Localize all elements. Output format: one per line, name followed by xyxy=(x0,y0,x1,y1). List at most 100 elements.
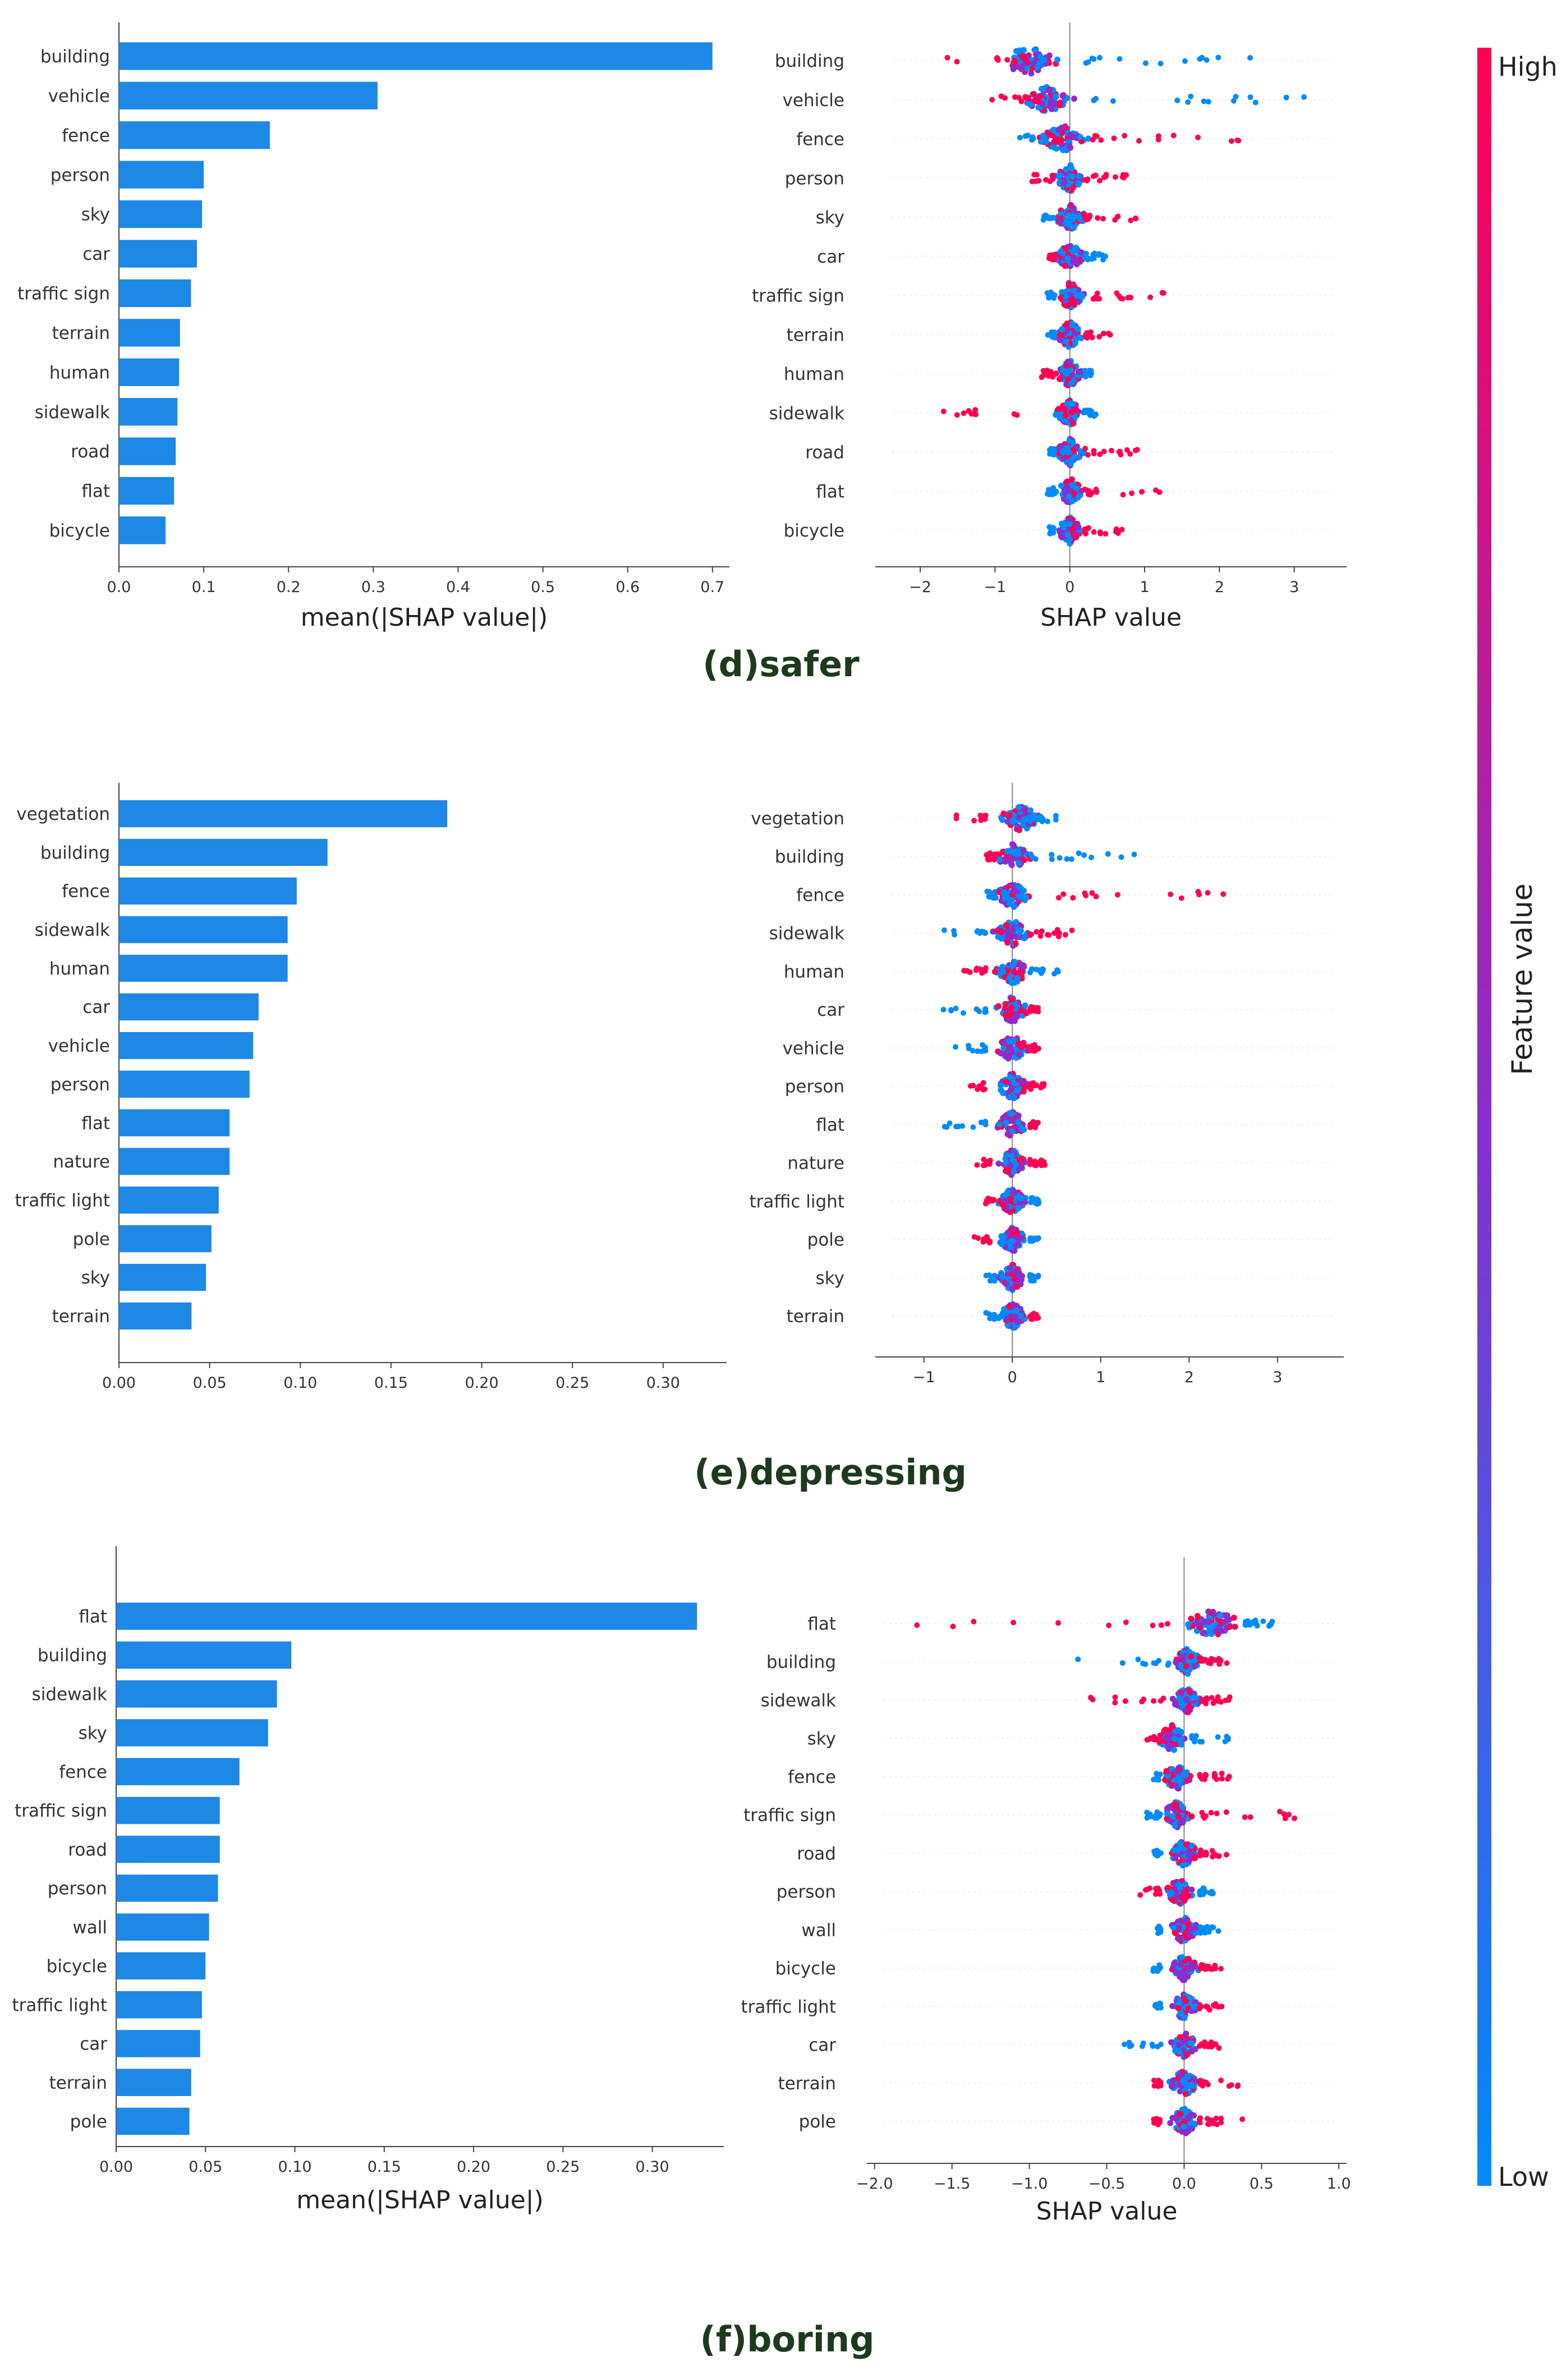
swarm-dot xyxy=(1064,255,1071,262)
x-tick-label: 0.1 xyxy=(192,579,216,596)
swarm-dot xyxy=(1028,851,1034,857)
swarm-dot xyxy=(1170,1746,1177,1753)
swarm-dot xyxy=(1169,2003,1176,2010)
swarm-dot xyxy=(1203,1851,1209,1857)
swarm-dot xyxy=(1180,1969,1187,1975)
swarm-row-building xyxy=(944,46,1253,77)
bar-flat xyxy=(119,1109,230,1136)
bar-label-fence: fence xyxy=(62,882,110,902)
swarm-dot xyxy=(1198,1962,1205,1968)
swarm-dot xyxy=(1012,940,1019,947)
bar-label-person: person xyxy=(48,1879,107,1899)
x-axis-title: mean(|SHAP value|) xyxy=(301,603,548,632)
swarm-dot xyxy=(982,1009,988,1015)
bar-vehicle xyxy=(119,81,378,110)
swarm-dot xyxy=(1103,172,1109,178)
swarm-dot xyxy=(1200,1697,1206,1703)
x-tick-label: 0.30 xyxy=(646,1374,680,1392)
swarm-label-bicycle: bicycle xyxy=(775,1959,836,1979)
swarm-dot xyxy=(1011,59,1017,66)
swarm-label-fence: fence xyxy=(796,130,844,150)
swarm-dot xyxy=(1182,2090,1189,2097)
swarm-dot xyxy=(995,57,1001,63)
swarm-dot xyxy=(1135,1656,1141,1662)
x-tick-label: −1 xyxy=(984,579,1006,596)
swarm-dot xyxy=(1063,370,1070,377)
bar-label-sky: sky xyxy=(81,205,110,225)
swarm-dot xyxy=(953,1006,959,1012)
swarm-dot xyxy=(1181,1996,1188,2002)
swarm-dot xyxy=(1281,1811,1287,1817)
swarm-dot xyxy=(1027,1161,1033,1167)
swarm-label-terrain: terrain xyxy=(787,1306,844,1327)
swarm-dot xyxy=(1002,95,1008,101)
swarm-dot xyxy=(1171,1735,1178,1742)
swarm-dot xyxy=(1011,969,1018,975)
swarm-dot xyxy=(1191,2083,1197,2089)
swarm-dot xyxy=(1103,531,1109,537)
swarm-dot xyxy=(1089,489,1095,496)
swarm-dot xyxy=(954,58,960,65)
swarm-dot xyxy=(1031,47,1038,53)
swarm-dot xyxy=(1003,1079,1009,1085)
swarm-dot xyxy=(1122,132,1128,139)
swarm-dot xyxy=(1239,2116,1246,2122)
swarm-dot xyxy=(1243,1620,1249,1626)
beeswarm-chart-depressing: vegetation building fence sidewalk human car v… xyxy=(750,783,1344,1386)
swarm-dot xyxy=(1012,959,1018,965)
bar-bicycle xyxy=(119,516,166,544)
swarm-dot xyxy=(1040,966,1046,973)
swarm-dot xyxy=(1096,54,1103,61)
bar-terrain xyxy=(116,2069,191,2096)
x-tick-label: 0.00 xyxy=(99,2158,133,2176)
swarm-dot xyxy=(1007,901,1013,907)
swarm-dot xyxy=(1069,498,1076,505)
swarm-dot xyxy=(1142,60,1149,66)
swarm-dot xyxy=(1179,1954,1186,1961)
swarm-dot xyxy=(1037,139,1044,145)
swarm-dot xyxy=(1093,487,1099,493)
swarm-dot xyxy=(1207,1625,1214,1631)
swarm-dot xyxy=(1185,2128,1192,2135)
swarm-dot xyxy=(1048,106,1055,112)
swarm-dot xyxy=(1030,134,1036,140)
swarm-dot xyxy=(1075,524,1082,530)
swarm-row-vegetation xyxy=(953,804,1059,833)
swarm-dot xyxy=(1136,137,1142,144)
swarm-row-car xyxy=(1122,2030,1222,2060)
x-tick-label: 3 xyxy=(1289,579,1299,596)
swarm-dot xyxy=(1049,530,1055,536)
swarm-dot xyxy=(1223,1851,1229,1858)
swarm-dot xyxy=(1003,922,1010,929)
swarm-dot xyxy=(1046,524,1053,530)
swarm-dot xyxy=(1014,1088,1021,1094)
swarm-dot xyxy=(1183,1841,1190,1848)
swarm-dot xyxy=(1181,1897,1188,1904)
swarm-dot xyxy=(1170,1924,1177,1931)
swarm-dot xyxy=(1030,1047,1036,1053)
swarm-dot xyxy=(1015,1119,1022,1126)
swarm-dot xyxy=(1059,326,1066,333)
swarm-dot xyxy=(981,1086,988,1092)
swarm-dot xyxy=(1007,812,1013,819)
swarm-label-fence: fence xyxy=(788,1767,836,1787)
swarm-dot xyxy=(1082,177,1089,183)
swarm-dot xyxy=(1045,818,1051,824)
swarm-dot xyxy=(1120,492,1126,498)
x-axis-title: mean(|SHAP value|) xyxy=(296,2186,544,2214)
swarm-dot xyxy=(999,964,1006,970)
swarm-dot xyxy=(1046,52,1053,59)
swarm-dot xyxy=(1051,215,1057,221)
swarm-dot xyxy=(1235,2082,1241,2088)
swarm-dot xyxy=(1016,1051,1022,1058)
swarm-dot xyxy=(1132,215,1138,222)
bar-label-car: car xyxy=(80,2034,107,2055)
swarm-row-fence xyxy=(1017,123,1242,154)
swarm-dot xyxy=(1122,1698,1128,1704)
swarm-row-flat xyxy=(1044,476,1163,506)
swarm-dot xyxy=(1247,94,1253,100)
swarm-dot xyxy=(1031,1310,1037,1317)
swarm-dot xyxy=(1082,446,1089,452)
swarm-dot xyxy=(1176,1695,1183,1702)
swarm-dot xyxy=(1017,1313,1024,1319)
